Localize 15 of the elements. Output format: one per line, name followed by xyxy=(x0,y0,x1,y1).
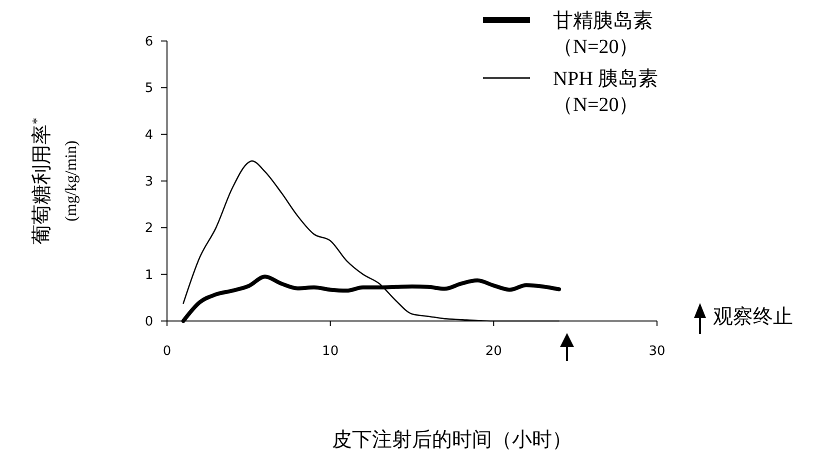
y-tick-label: 1 xyxy=(144,268,154,283)
x-tick-label: 0 xyxy=(162,344,172,359)
y-tick-label: 6 xyxy=(144,34,154,50)
x-tick-label: 10 xyxy=(322,344,339,359)
x-tick-label: 30 xyxy=(648,344,666,359)
y-tick-label: 4 xyxy=(144,128,154,143)
legend-label: NPH 胰岛素（N=20） xyxy=(553,68,658,116)
y-tick-label: 0 xyxy=(144,314,154,330)
y-tick-label: 2 xyxy=(144,221,154,236)
y-tick-label: 5 xyxy=(144,81,154,96)
legend-label: 甘精胰岛素（N=20） xyxy=(553,10,653,58)
y-tick-label: 3 xyxy=(144,174,154,190)
x-axis-title: 皮下注射后的时间（小时） xyxy=(332,429,572,451)
x-tick-label: 20 xyxy=(485,344,502,359)
text: 观察终止 xyxy=(713,306,793,328)
